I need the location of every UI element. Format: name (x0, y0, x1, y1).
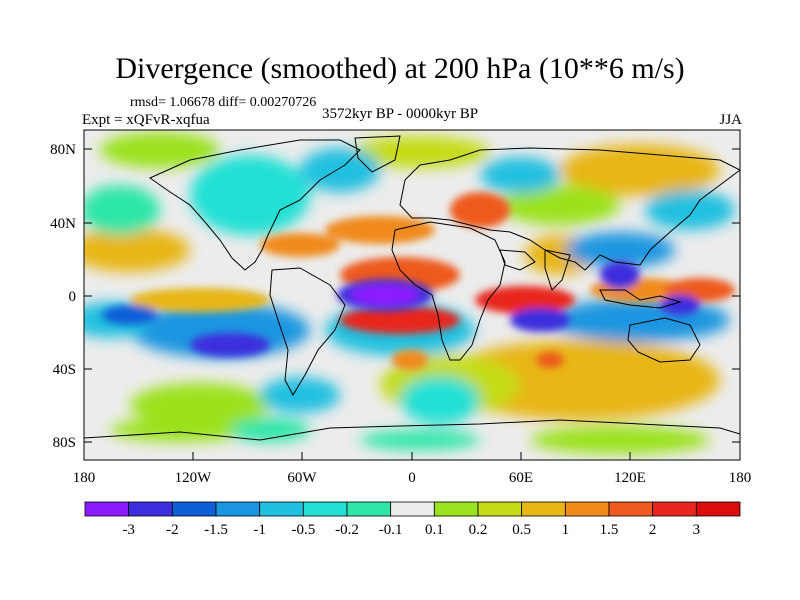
colorbar (84, 501, 741, 517)
lat-tick-labels: 80N 40N 0 40S 80S (50, 142, 76, 451)
field-patch (130, 383, 270, 427)
colorbar-label: -3 (122, 522, 135, 538)
season-label: JJA (719, 112, 742, 128)
lon-tick-label: 180 (73, 470, 96, 486)
stats-label: rmsd= 1.06678 diff= 0.00270726 (130, 95, 317, 110)
field-patch (300, 148, 380, 192)
field-patch (530, 426, 710, 454)
field-patch (600, 261, 640, 289)
lon-tick-labels: 180 120W 60W 0 60E 120E 180 (73, 470, 752, 486)
field-patch (84, 185, 160, 235)
coastline-australia (627, 317, 701, 363)
lon-tick-label: 0 (408, 470, 416, 486)
coastline-arabia (499, 249, 536, 271)
coastline-north-america (148, 139, 361, 271)
colorbar-swatch (84, 501, 130, 517)
field-patch (510, 308, 570, 332)
colorbar-swatch (390, 501, 435, 517)
field-patch (190, 155, 310, 235)
colorbar-label: 1 (562, 522, 570, 538)
coastline-south-america (269, 267, 346, 397)
colorbar-swatch (652, 501, 697, 517)
field-patch (360, 430, 480, 450)
field-patch (340, 306, 460, 334)
field-patch (500, 185, 620, 225)
lat-tick-marks (84, 148, 740, 443)
coastline-maritime (599, 289, 682, 309)
field-patch (645, 190, 735, 230)
field-patch (392, 350, 428, 370)
lat-tick-label: 80S (53, 435, 76, 451)
colorbar-label: -0.2 (335, 522, 359, 538)
field-patch (102, 305, 158, 325)
lat-tick-label: 80N (50, 142, 76, 158)
lon-tick-label: 60E (509, 470, 533, 486)
field-patch (84, 228, 190, 272)
colorbar-swatch (259, 501, 304, 517)
lat-tick-label: 40S (53, 362, 76, 378)
lon-tick-marks (83, 452, 741, 460)
coastlines (84, 135, 740, 441)
colorbar-swatch (128, 501, 173, 517)
colorbar-label: 1.5 (600, 522, 619, 538)
lat-tick-label: 0 (69, 289, 77, 305)
coastline-india (544, 249, 571, 291)
colorbar-label: 2 (649, 522, 657, 538)
colorbar-swatch (433, 501, 479, 517)
period-label: 3572kyr BP - 0000kyr BP (322, 106, 479, 122)
lon-tick-label: 180 (729, 470, 752, 486)
colorbar-label: 0.2 (469, 522, 488, 538)
colorbar-swatch (564, 501, 610, 517)
divergence-field (84, 132, 735, 454)
field-patch (110, 418, 250, 442)
colorbar-swatch (346, 501, 392, 517)
map-title: Divergence (smoothed) at 200 hPa (10**6 … (115, 52, 685, 85)
colorbar-label: -0.1 (379, 522, 403, 538)
colorbar-swatch (215, 501, 261, 517)
field-patch (230, 418, 310, 442)
coastline-eurasia (399, 147, 740, 271)
coastline-africa (391, 221, 506, 361)
field-patch (350, 136, 490, 168)
field-patch (565, 232, 675, 268)
field-patch (100, 132, 220, 168)
lon-tick-label: 60W (287, 470, 317, 486)
colorbar-label: -1.5 (204, 522, 228, 538)
field-patch (351, 285, 419, 305)
coastline-greenland (354, 135, 401, 173)
field-patch (260, 233, 340, 257)
field-patch (260, 377, 340, 413)
field-patch (190, 333, 270, 357)
field-patch (536, 352, 564, 368)
field-patch (450, 192, 510, 228)
field-patch (400, 376, 480, 424)
colorbar-label: -1 (253, 522, 266, 538)
field-patch (130, 288, 270, 312)
colorbar-swatch (171, 501, 217, 517)
field-patch (325, 216, 435, 244)
colorbar-label: -2 (166, 522, 179, 538)
lon-tick-label: 120W (175, 470, 213, 486)
colorbar-label: 3 (693, 522, 701, 538)
field-patch (660, 295, 700, 315)
colorbar-swatch (695, 501, 741, 517)
field-patch (480, 157, 560, 193)
colorbar-labels: -3 -2 -1.5 -1 -0.5 -0.2 -0.1 0.1 0.2 0.5 1 1.5 2 3 (122, 522, 700, 538)
colorbar-swatch (477, 501, 523, 517)
lon-tick-label: 120E (614, 470, 646, 486)
field-patch (475, 286, 575, 314)
experiment-label: Expt = xQFvR-xqfua (82, 112, 210, 128)
colorbar-label: -0.5 (291, 522, 315, 538)
colorbar-swatch (521, 501, 566, 517)
colorbar-label: 0.1 (425, 522, 444, 538)
field-patch (550, 298, 730, 342)
colorbar-swatch (302, 501, 348, 517)
lat-tick-label: 40N (50, 216, 76, 232)
coastline-antarctica (84, 419, 740, 441)
colorbar-swatch (608, 501, 654, 517)
colorbar-label: 0.5 (512, 522, 531, 538)
